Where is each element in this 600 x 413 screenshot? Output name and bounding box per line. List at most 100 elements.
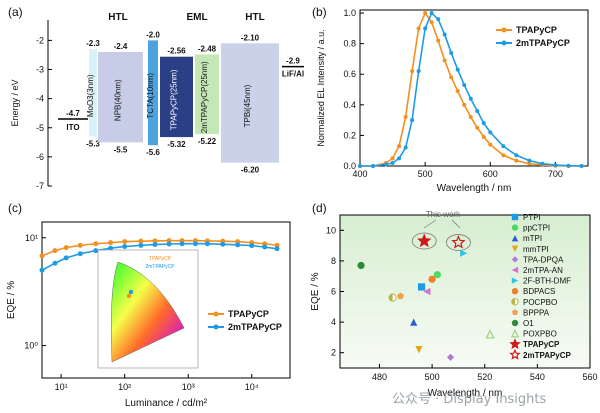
tick-label-d-x: 480	[372, 372, 387, 382]
tick-label-b-x: 500	[418, 169, 433, 179]
half-circle-fill	[511, 298, 515, 305]
series-point-c	[262, 244, 268, 250]
series-point-b	[449, 50, 454, 55]
tick-label-a-y: -2	[36, 35, 44, 45]
series-point-c	[63, 255, 69, 261]
electrode-name: LiF/Al	[282, 70, 304, 79]
tick-label-b-y: 0.8	[343, 39, 356, 49]
annotation-leader	[451, 219, 461, 229]
series-point-b	[566, 163, 571, 168]
legend-marker-d	[511, 309, 519, 315]
series-point-b	[384, 162, 389, 167]
legend-marker-d	[511, 245, 519, 252]
this-work-ellipse	[446, 234, 471, 251]
series-point-b	[390, 160, 395, 165]
series-point-b	[468, 96, 473, 101]
tick-label-b-x: 400	[352, 169, 367, 179]
scatter-point	[428, 275, 436, 283]
tick-label-d-x: 540	[530, 372, 545, 382]
scatter-point	[397, 292, 404, 300]
homo-label: -5.22	[198, 137, 217, 146]
energy-layer	[148, 40, 158, 146]
series-point-c	[249, 243, 255, 249]
series-point-b	[475, 125, 480, 130]
group-label: HTL	[108, 12, 127, 23]
tick-label-a-y: -5	[36, 123, 44, 133]
tick-label-d-x: 560	[582, 372, 597, 382]
scatter-point	[433, 271, 441, 279]
legend-marker-b	[501, 40, 507, 46]
series-point-b	[481, 134, 486, 139]
series-point-b	[481, 121, 486, 126]
tick-label-d-y: 8	[331, 256, 336, 266]
lumo-label: -2.48	[198, 44, 217, 53]
legend-marker-d	[511, 256, 519, 263]
inset-label-1: TPAPyCP	[149, 256, 172, 262]
series-point-c	[152, 242, 158, 248]
series-line-b	[360, 11, 582, 167]
legend-label-d: 2F-BTH-DMF	[523, 277, 571, 286]
cie-inset: TPAPyCP 2mTPAPyCP	[97, 249, 199, 369]
legend-label-d: TPAPyCP	[523, 340, 560, 349]
legend-marker-b	[501, 27, 507, 33]
series-point-b	[410, 118, 415, 123]
series-point-c	[152, 238, 158, 244]
scatter-point	[417, 283, 426, 291]
legend-marker-d	[511, 298, 519, 306]
tick-label-a-y: -4	[36, 94, 44, 104]
legend-label-c: TPAPyCP	[228, 309, 269, 319]
legend-marker-d	[511, 266, 519, 274]
series-point-b	[527, 161, 532, 166]
scatter-point	[388, 293, 397, 302]
series-point-b	[423, 26, 428, 31]
group-label: EML	[186, 12, 207, 23]
tick-label-b-y: 0.6	[343, 69, 356, 79]
series-point-b	[579, 164, 584, 168]
legend-marker-d	[509, 338, 521, 350]
legend-label-b: TPAPyCP	[516, 25, 557, 35]
tick-label-a-y: -7	[36, 181, 44, 191]
series-point-c	[108, 240, 114, 246]
energy-layer	[98, 52, 143, 143]
axis-label-d-y: EQE / %	[310, 272, 321, 310]
tick-label-d-x: 520	[477, 372, 492, 382]
series-point-c	[274, 242, 280, 248]
energy-layer	[160, 56, 193, 138]
series-point-c	[220, 241, 226, 247]
legend-marker-d	[510, 329, 520, 338]
annotation-leader	[423, 219, 437, 229]
lumo-label: -2.3	[86, 39, 100, 48]
axis-label-b-x: Wavelength / nm	[437, 183, 512, 194]
series-point-b	[527, 158, 532, 163]
inset-marker-tpa	[126, 293, 132, 299]
series-point-c	[77, 251, 83, 257]
tick-label-d-y: 4	[331, 317, 336, 327]
homo-label: -5.5	[114, 145, 128, 154]
scatter-point	[417, 233, 432, 248]
panel-label-c: (c)	[8, 201, 22, 215]
series-point-b	[514, 153, 519, 158]
cie-gamut	[111, 261, 185, 363]
scatter-point	[446, 353, 455, 361]
series-point-b	[436, 17, 441, 22]
half-circle-fill	[389, 294, 393, 302]
layer-name: TCTA(10nm)	[146, 73, 155, 119]
scatter-point	[485, 329, 495, 339]
tick-label-b-y: 1.0	[343, 8, 356, 18]
axis-label-c-x: Luminance / cd/m²	[125, 398, 208, 409]
series-point-b	[468, 115, 473, 120]
tick-label-c-y: 10⁰	[24, 341, 38, 351]
series-point-c	[77, 242, 83, 248]
series-point-b	[455, 89, 460, 94]
series-point-b	[501, 144, 506, 149]
series-point-b	[488, 130, 493, 135]
scatter-point	[415, 346, 423, 354]
series-point-c	[108, 245, 114, 251]
tick-label-a-y: -3	[36, 65, 44, 75]
scatter-point	[451, 234, 466, 249]
legend-marker-d	[511, 224, 519, 231]
series-point-c	[39, 267, 45, 273]
series-point-b	[514, 158, 519, 163]
panel-label-b: (b)	[312, 5, 327, 19]
series-point-b	[442, 32, 447, 37]
